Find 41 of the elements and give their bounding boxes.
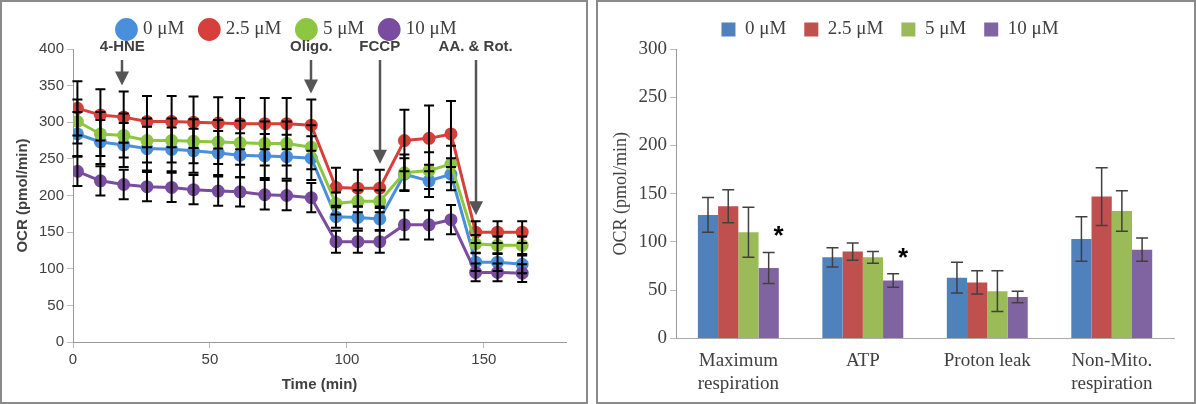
y-tick-label: 300: [638, 36, 668, 58]
y-tick-label: 200: [39, 185, 65, 203]
x-tick-label: Maximum respiration: [697, 348, 780, 393]
x-tick-label: 100: [334, 350, 360, 368]
y-tick-label: 400: [39, 39, 65, 57]
legend-label: 2.5 μM: [827, 17, 884, 39]
x-axis-title: Time (min): [281, 375, 358, 393]
legend-label: 10 μM: [405, 17, 457, 39]
annotation: *: [773, 220, 785, 251]
y-tick-label: 100: [638, 229, 668, 251]
legend-label: 2.5 μM: [225, 17, 282, 39]
y-tick-label: 50: [47, 295, 65, 313]
y-axis-title: OCR (pmol/min): [13, 138, 31, 253]
x-tick-label: 50: [201, 350, 219, 368]
legend-label: 10 μM: [1007, 17, 1059, 39]
y-tick-label: 300: [39, 112, 65, 130]
x-tick-label: Non-Mito. respiration: [1071, 348, 1153, 393]
y-tick-label: 0: [657, 326, 668, 348]
y-tick-label: 250: [39, 149, 65, 167]
ref-line-label: Oligo.: [290, 36, 333, 54]
y-tick-label: 250: [638, 85, 668, 107]
y-tick-label: 150: [638, 181, 668, 203]
y-tick-label: 350: [39, 75, 65, 93]
y-tick-label: 0: [55, 332, 65, 350]
legend-label: 0 μM: [142, 17, 185, 39]
legend-label: 0 μM: [744, 17, 787, 39]
x-tick-label: ATP: [845, 348, 880, 370]
ref-line-label: 4-HNE: [99, 36, 145, 54]
x-tick-label: 0: [68, 350, 78, 368]
y-tick-label: 50: [648, 278, 668, 300]
legend-label: 5 μM: [924, 17, 967, 39]
ref-line-label: FCCP: [359, 36, 401, 54]
y-tick-label: 150: [39, 222, 65, 240]
x-tick-label: 150: [471, 350, 497, 368]
legend-label: 5 μM: [322, 17, 365, 39]
ref-line-label: AA. & Rot.: [438, 36, 513, 54]
annotation: *: [898, 242, 910, 273]
y-axis-title: OCR (pmol/min): [609, 131, 631, 256]
x-tick-label: Proton leak: [943, 348, 1032, 370]
y-tick-label: 200: [638, 133, 668, 155]
y-tick-label: 100: [39, 258, 65, 276]
